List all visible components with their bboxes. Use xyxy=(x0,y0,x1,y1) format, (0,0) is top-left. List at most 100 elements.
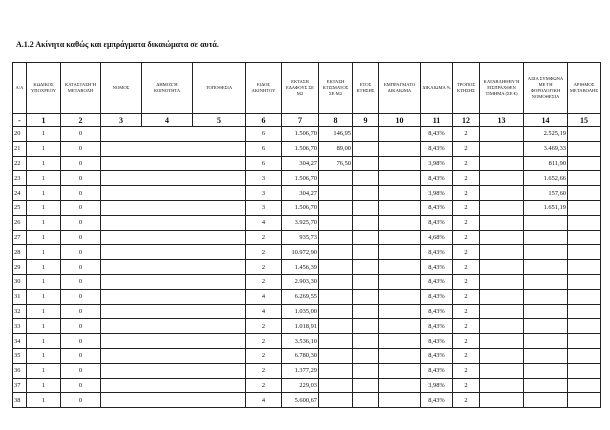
acquisition-method: 2 xyxy=(452,347,480,364)
status: 0 xyxy=(60,362,101,379)
change-number xyxy=(567,199,601,216)
acquisition-year xyxy=(352,155,379,172)
row-number: 31 xyxy=(12,288,27,305)
location-cells xyxy=(100,288,246,305)
table-row: 33 1 0 2 1.018,91 8,43% 2 xyxy=(12,318,601,335)
building-area xyxy=(318,377,353,394)
right-percent: 8,43% xyxy=(420,303,453,320)
price-paid xyxy=(479,377,524,394)
status: 0 xyxy=(60,140,101,157)
row-number: 26 xyxy=(12,214,27,231)
table-row: 37 1 0 2 229,03 3,98% 2 xyxy=(12,377,601,394)
acquisition-method: 2 xyxy=(452,377,480,394)
real-right xyxy=(378,155,421,172)
real-right xyxy=(378,170,421,187)
building-area xyxy=(318,347,353,364)
column-header: ΕΚΤΑΣΗ ΕΔΑΦΟΥΣ ΣΕ Μ2 xyxy=(281,62,319,114)
change-number xyxy=(567,140,601,157)
acquisition-year xyxy=(352,140,379,157)
tax-value: 2.525,19 xyxy=(523,126,568,142)
property-type: 2 xyxy=(245,318,282,335)
property-type: 2 xyxy=(245,377,282,394)
row-number: 20 xyxy=(12,126,27,142)
tax-value: 811,90 xyxy=(523,155,568,172)
tax-value xyxy=(523,347,568,364)
location-cells xyxy=(100,199,246,216)
land-area: 10.972,90 xyxy=(281,244,319,261)
land-area: 304,27 xyxy=(281,185,319,201)
column-number: 13 xyxy=(479,113,524,127)
property-type: 2 xyxy=(245,273,282,290)
change-number xyxy=(567,303,601,320)
tax-value xyxy=(523,214,568,231)
status: 0 xyxy=(60,273,101,290)
status: 0 xyxy=(60,244,101,261)
location-cells xyxy=(100,126,246,142)
acquisition-year xyxy=(352,244,379,261)
building-area xyxy=(318,244,353,261)
column-number: 1 xyxy=(26,113,61,127)
table-row: 30 1 0 2 2.903,30 8,43% 2 xyxy=(12,273,601,290)
row-number: 22 xyxy=(12,155,27,172)
obligor-code: 1 xyxy=(26,170,61,187)
column-number: 12 xyxy=(452,113,480,127)
right-percent: 3,98% xyxy=(420,155,453,172)
row-number: 24 xyxy=(12,185,27,201)
change-number xyxy=(567,273,601,290)
acquisition-method: 2 xyxy=(452,214,480,231)
right-percent: 8,43% xyxy=(420,214,453,231)
location-cells xyxy=(100,170,246,187)
real-right xyxy=(378,199,421,216)
building-area xyxy=(318,303,353,320)
column-number: 9 xyxy=(352,113,379,127)
real-right xyxy=(378,140,421,157)
acquisition-year xyxy=(352,362,379,379)
property-table: Α/Α ΚΩΔΙΚΟΣ ΥΠΟΧΡΕΟΥ ΚΑΤΑΣΤΑΣΗ Ή ΜΕΤΑΒΟΛΗ Ν… xyxy=(12,62,601,409)
change-number xyxy=(567,170,601,187)
header-row: Α/Α ΚΩΔΙΚΟΣ ΥΠΟΧΡΕΟΥ ΚΑΤΑΣΤΑΣΗ Ή ΜΕΤΑΒΟΛΗ Ν… xyxy=(12,62,601,114)
change-number xyxy=(567,377,601,394)
change-number xyxy=(567,185,601,201)
price-paid xyxy=(479,347,524,364)
column-header: ΚΑΤΑΒΛΗΘΕΝ Ή ΕΙΣΠΡΑΧΘΕΝ ΤΙΜΗΜΑ (ΣΕ €) xyxy=(479,62,524,114)
real-right xyxy=(378,244,421,261)
building-area: 146,95 xyxy=(318,126,353,142)
price-paid xyxy=(479,318,524,335)
column-number: 10 xyxy=(378,113,421,127)
price-paid xyxy=(479,155,524,172)
row-number: 38 xyxy=(12,392,27,409)
row-number: 37 xyxy=(12,377,27,394)
property-type: 2 xyxy=(245,229,282,246)
status: 0 xyxy=(60,347,101,364)
change-number xyxy=(567,362,601,379)
status: 0 xyxy=(60,185,101,201)
change-number xyxy=(567,333,601,349)
status: 0 xyxy=(60,199,101,216)
price-paid xyxy=(479,362,524,379)
table-row: 26 1 0 4 3.925,70 8,43% 2 xyxy=(12,214,601,231)
right-percent: 8,43% xyxy=(420,273,453,290)
property-type: 4 xyxy=(245,392,282,409)
building-area xyxy=(318,214,353,231)
price-paid xyxy=(479,199,524,216)
acquisition-year xyxy=(352,185,379,201)
tax-value xyxy=(523,288,568,305)
column-header: ΕΙΔΟΣ ΑΚΙΝΗΤΟΥ xyxy=(245,62,282,114)
row-number: 21 xyxy=(12,140,27,157)
land-area: 1.506,70 xyxy=(281,140,319,157)
price-paid xyxy=(479,170,524,187)
obligor-code: 1 xyxy=(26,318,61,335)
right-percent: 8,43% xyxy=(420,140,453,157)
tax-value xyxy=(523,318,568,335)
land-area: 1.456,39 xyxy=(281,259,319,275)
status: 0 xyxy=(60,259,101,275)
building-area xyxy=(318,333,353,349)
property-type: 4 xyxy=(245,288,282,305)
obligor-code: 1 xyxy=(26,259,61,275)
right-percent: 8,43% xyxy=(420,288,453,305)
change-number xyxy=(567,229,601,246)
table-row: 36 1 0 2 1.377,29 8,43% 2 xyxy=(12,362,601,379)
real-right xyxy=(378,318,421,335)
column-number: 11 xyxy=(420,113,453,127)
price-paid xyxy=(479,229,524,246)
